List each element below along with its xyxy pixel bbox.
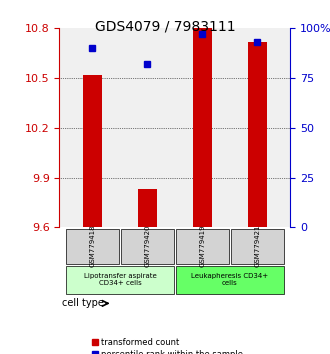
FancyBboxPatch shape [176,229,229,264]
FancyBboxPatch shape [176,266,284,294]
Text: Lipotransfer aspirate
CD34+ cells: Lipotransfer aspirate CD34+ cells [83,273,156,286]
Text: cell type: cell type [62,298,104,308]
Bar [193,28,212,228]
Legend: transformed count, percentile rank within the sample: transformed count, percentile rank withi… [91,338,243,354]
Text: Leukapheresis CD34+
cells: Leukapheresis CD34+ cells [191,273,269,286]
Text: GSM779420: GSM779420 [145,225,150,267]
Bar [138,189,157,228]
FancyBboxPatch shape [231,229,284,264]
Bar [248,42,267,228]
FancyBboxPatch shape [66,229,119,264]
Text: GSM779421: GSM779421 [254,225,260,267]
Text: GSM779418: GSM779418 [89,225,95,267]
FancyBboxPatch shape [66,266,174,294]
Text: GDS4079 / 7983111: GDS4079 / 7983111 [95,19,235,34]
FancyBboxPatch shape [121,229,174,264]
Bar [83,75,102,228]
Text: GSM779419: GSM779419 [199,225,205,267]
